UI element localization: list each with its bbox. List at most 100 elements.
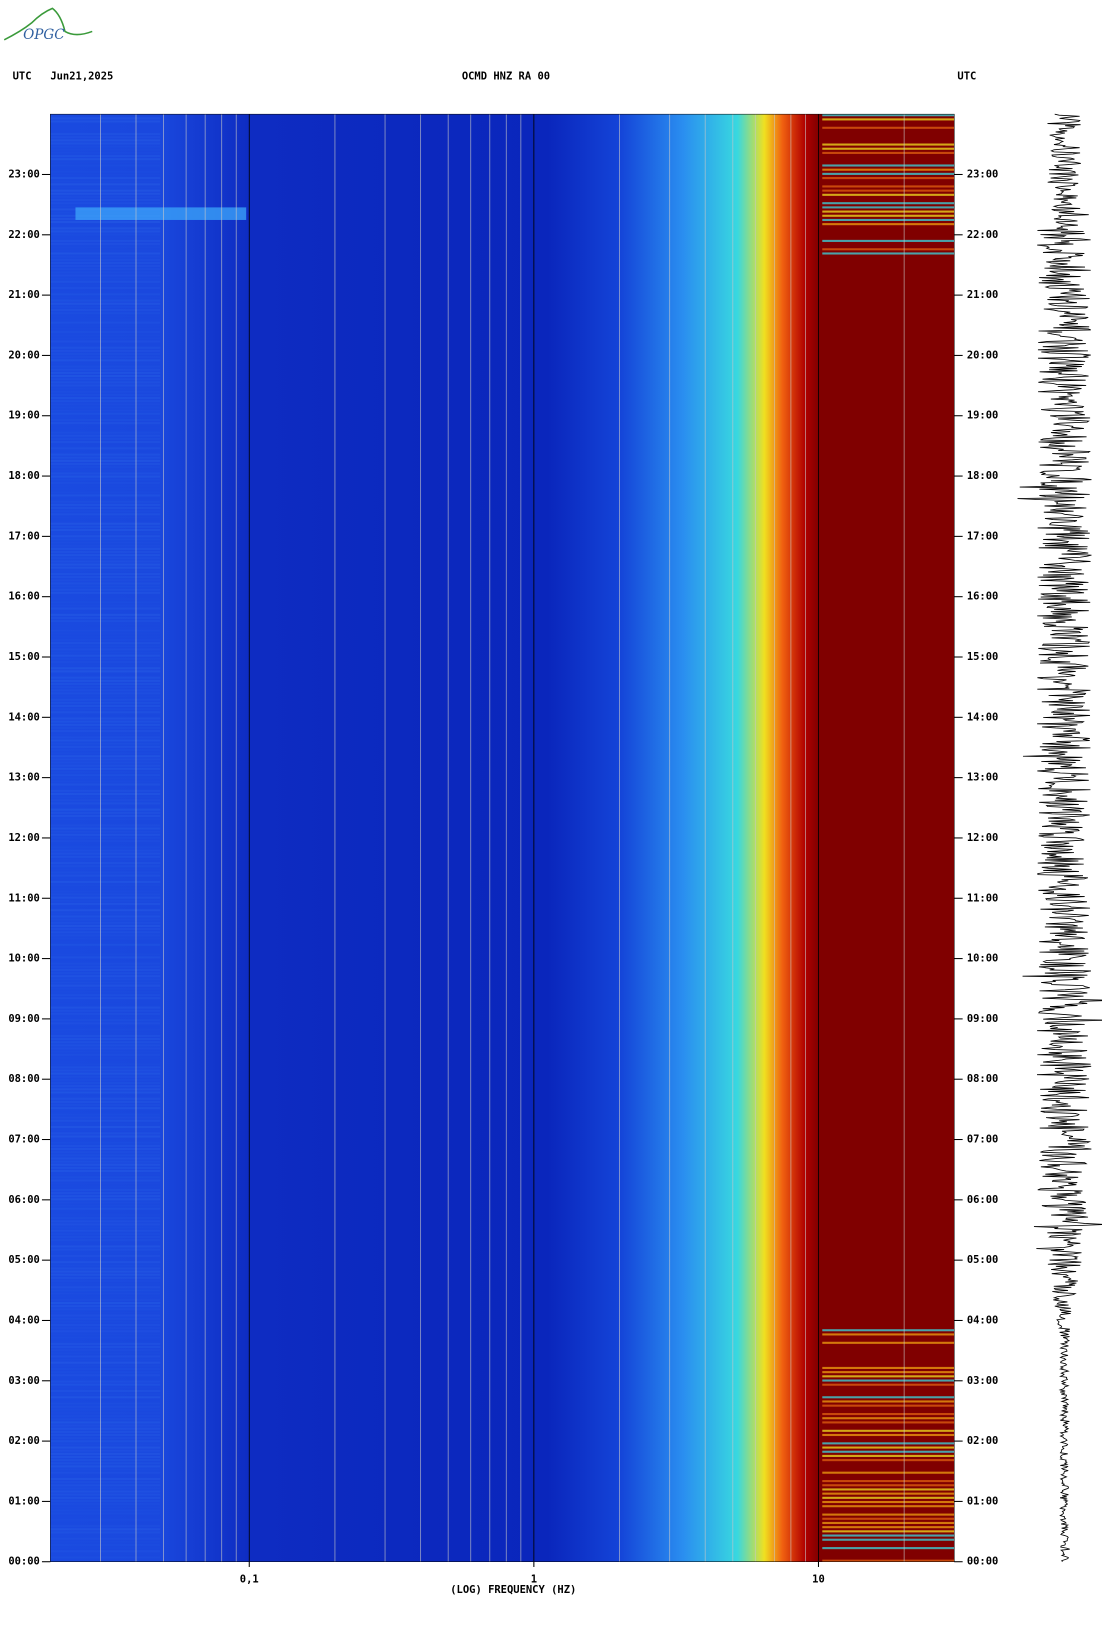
texture xyxy=(822,1454,955,1457)
texture xyxy=(50,1327,160,1329)
texture xyxy=(50,535,161,538)
texture xyxy=(50,648,161,651)
texture xyxy=(50,1553,160,1555)
texture xyxy=(50,127,160,129)
texture xyxy=(50,545,160,547)
texture xyxy=(50,1421,161,1424)
texture xyxy=(50,1258,160,1260)
texture xyxy=(50,1169,161,1173)
texture xyxy=(822,1547,955,1550)
texture xyxy=(50,466,161,469)
texture xyxy=(50,953,160,955)
texture xyxy=(50,278,160,280)
texture xyxy=(50,1452,161,1455)
texture xyxy=(50,1097,161,1100)
texture xyxy=(50,1252,160,1254)
texture xyxy=(50,161,160,163)
texture xyxy=(50,1276,161,1279)
texture xyxy=(50,1132,161,1135)
texture xyxy=(50,1044,161,1047)
texture xyxy=(50,1191,161,1195)
texture xyxy=(50,1484,161,1487)
texture xyxy=(50,1223,161,1226)
texture xyxy=(50,884,160,886)
texture xyxy=(50,1468,161,1471)
texture xyxy=(50,730,161,733)
texture xyxy=(50,1151,161,1154)
texture xyxy=(50,233,161,236)
texture xyxy=(50,1273,161,1276)
texture xyxy=(50,720,161,723)
texture xyxy=(50,498,160,500)
texture xyxy=(822,164,955,167)
texture xyxy=(50,855,161,858)
texture xyxy=(50,183,161,186)
texture xyxy=(822,1484,955,1487)
texture xyxy=(50,532,160,534)
texture xyxy=(50,258,161,261)
texture xyxy=(50,124,160,126)
y-tick-label: 21:00 xyxy=(8,289,40,301)
texture xyxy=(50,572,161,576)
texture xyxy=(822,206,955,209)
texture xyxy=(50,1129,160,1131)
texture xyxy=(50,1446,161,1449)
texture xyxy=(50,522,161,525)
texture xyxy=(50,1248,161,1251)
y-tick-label: 14:00 xyxy=(967,711,999,723)
texture xyxy=(50,1135,161,1138)
texture xyxy=(50,1359,160,1361)
texture xyxy=(50,934,161,937)
texture xyxy=(50,1396,161,1399)
texture xyxy=(822,189,955,192)
texture xyxy=(50,859,160,861)
texture xyxy=(50,1025,160,1027)
texture xyxy=(50,136,161,139)
texture xyxy=(50,491,160,493)
texture xyxy=(50,1512,161,1515)
texture xyxy=(50,1380,161,1383)
y-tick-label: 09:00 xyxy=(967,1013,999,1025)
texture xyxy=(50,887,160,889)
texture xyxy=(50,503,161,506)
texture xyxy=(50,937,160,939)
y-tick-label: 12:00 xyxy=(8,832,40,844)
texture xyxy=(50,623,160,625)
texture xyxy=(50,783,161,786)
y-tick-label: 02:00 xyxy=(8,1435,40,1447)
texture xyxy=(50,1305,161,1308)
texture xyxy=(50,1264,161,1267)
texture xyxy=(50,865,161,868)
texture xyxy=(50,739,161,742)
texture xyxy=(822,1492,955,1495)
texture xyxy=(50,418,161,422)
texture xyxy=(50,1493,161,1496)
texture xyxy=(50,1226,161,1229)
texture xyxy=(50,1176,161,1179)
texture xyxy=(50,752,160,754)
texture xyxy=(50,391,160,393)
texture xyxy=(50,1235,161,1239)
texture xyxy=(50,249,160,251)
texture xyxy=(50,410,160,412)
texture xyxy=(50,1506,160,1508)
texture xyxy=(50,1314,161,1317)
texture xyxy=(822,118,955,121)
texture xyxy=(50,196,160,198)
texture xyxy=(50,1041,161,1044)
y-tick-label: 15:00 xyxy=(967,651,999,663)
texture xyxy=(50,171,160,173)
texture xyxy=(50,1455,161,1459)
texture xyxy=(822,1496,955,1499)
texture xyxy=(50,1289,161,1292)
texture xyxy=(50,723,161,726)
texture xyxy=(50,1556,161,1559)
texture xyxy=(822,252,955,255)
texture xyxy=(50,1016,160,1018)
texture xyxy=(50,645,160,647)
texture xyxy=(50,268,161,271)
texture xyxy=(50,1522,160,1524)
texture xyxy=(50,1519,160,1521)
y-tick-label: 14:00 xyxy=(8,711,40,723)
texture xyxy=(50,981,161,984)
